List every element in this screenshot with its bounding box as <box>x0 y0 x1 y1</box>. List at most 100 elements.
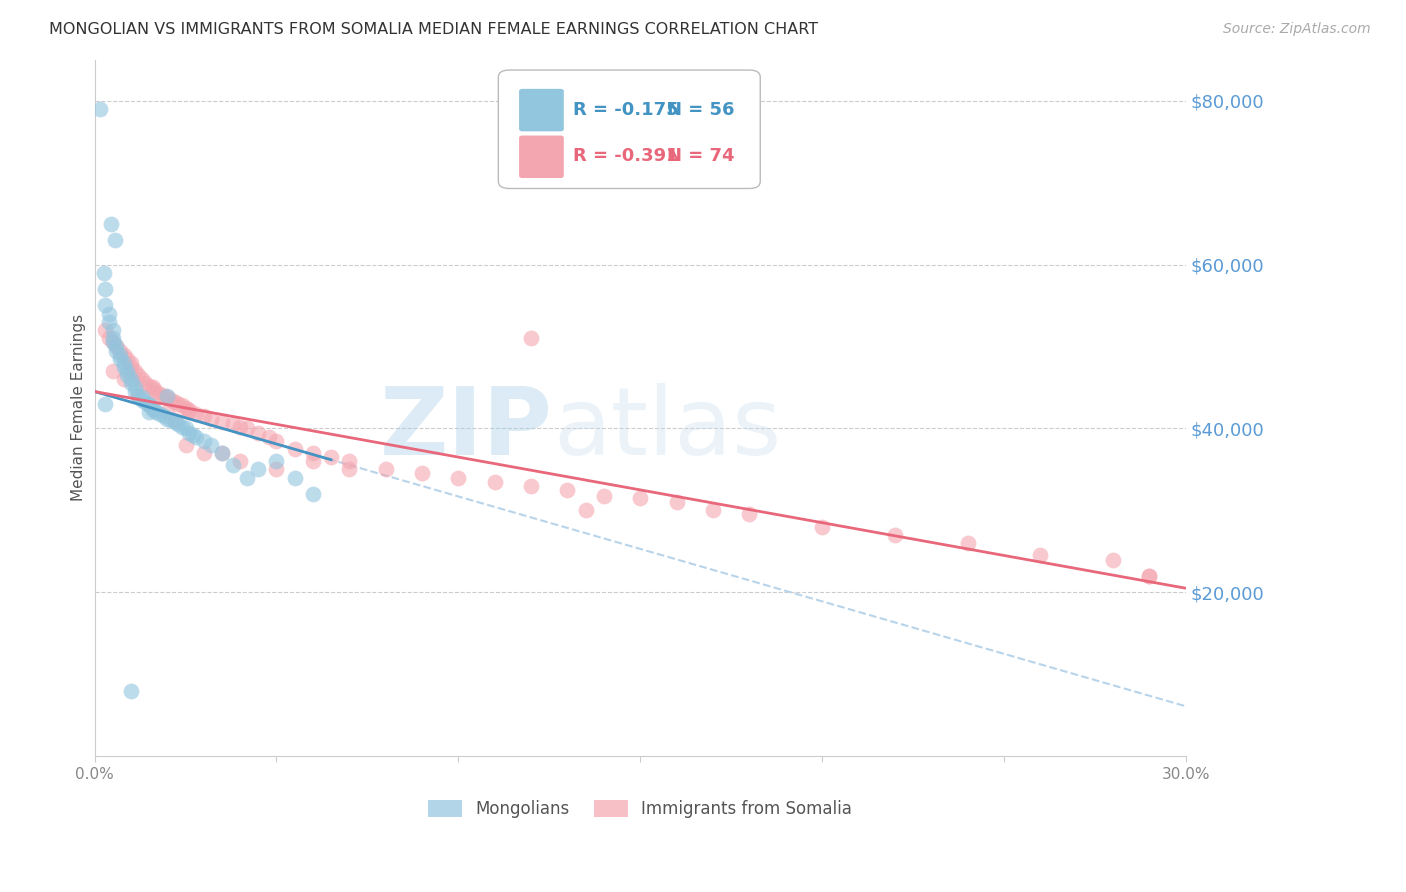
Text: N = 74: N = 74 <box>668 147 735 165</box>
Point <box>484 475 506 489</box>
Point <box>127 389 149 403</box>
Point <box>103 233 125 247</box>
Point <box>98 315 121 329</box>
Point <box>211 446 233 460</box>
Point <box>200 438 222 452</box>
FancyBboxPatch shape <box>498 70 761 188</box>
Point <box>94 282 117 296</box>
Point <box>131 392 153 407</box>
Point <box>145 405 167 419</box>
Point <box>131 372 153 386</box>
Point <box>174 438 197 452</box>
Point <box>120 372 142 386</box>
Point <box>98 307 121 321</box>
Point <box>160 392 183 407</box>
Point <box>94 397 117 411</box>
Point <box>167 417 190 432</box>
Point <box>149 407 172 421</box>
Point <box>100 217 122 231</box>
Legend: Mongolians, Immigrants from Somalia: Mongolians, Immigrants from Somalia <box>422 793 859 824</box>
Point <box>222 458 245 473</box>
FancyBboxPatch shape <box>519 89 564 131</box>
Point <box>94 298 117 312</box>
Point <box>142 382 165 396</box>
Point <box>112 348 135 362</box>
Point <box>108 348 131 362</box>
Point <box>337 462 360 476</box>
Point <box>134 376 156 391</box>
Point <box>101 335 124 350</box>
Point <box>186 407 208 421</box>
Point <box>181 428 204 442</box>
Point <box>266 454 288 468</box>
Point <box>186 429 208 443</box>
Point <box>142 380 165 394</box>
Point <box>117 351 139 366</box>
Text: R = -0.391: R = -0.391 <box>572 147 678 165</box>
Point <box>1139 569 1161 583</box>
Point <box>156 405 179 419</box>
Point <box>211 446 233 460</box>
Point <box>174 421 197 435</box>
Point <box>236 421 259 435</box>
Point <box>138 399 160 413</box>
Point <box>170 399 193 413</box>
Point <box>1029 549 1052 563</box>
Point <box>89 102 111 116</box>
Point <box>374 462 396 476</box>
Point <box>883 528 905 542</box>
Point <box>152 389 174 403</box>
Point <box>163 415 186 429</box>
Point <box>117 368 139 383</box>
Text: atlas: atlas <box>553 383 782 475</box>
Point <box>247 462 270 476</box>
Point <box>956 536 979 550</box>
Point <box>811 520 834 534</box>
Point <box>120 683 142 698</box>
Point <box>1102 552 1125 566</box>
Point <box>112 372 135 386</box>
Point <box>301 487 323 501</box>
Point <box>142 401 165 415</box>
Point <box>193 409 215 424</box>
Point <box>105 343 128 358</box>
Text: Source: ZipAtlas.com: Source: ZipAtlas.com <box>1223 22 1371 37</box>
Point <box>156 411 179 425</box>
Point <box>247 425 270 440</box>
Point <box>738 508 761 522</box>
Point <box>138 379 160 393</box>
Point <box>120 359 142 374</box>
Point <box>101 323 124 337</box>
Point <box>411 467 433 481</box>
Point <box>163 395 186 409</box>
Point <box>138 405 160 419</box>
Point <box>134 395 156 409</box>
Point <box>138 397 160 411</box>
Point <box>163 413 186 427</box>
Point <box>105 339 128 353</box>
Point <box>138 397 160 411</box>
Point <box>108 343 131 358</box>
Point <box>152 409 174 424</box>
Point <box>447 470 470 484</box>
Point <box>112 356 135 370</box>
Point <box>284 470 307 484</box>
Point <box>702 503 724 517</box>
Point <box>179 405 201 419</box>
Point <box>120 376 142 391</box>
Text: R = -0.175: R = -0.175 <box>572 101 678 119</box>
Point <box>124 380 146 394</box>
Point <box>301 446 323 460</box>
Point <box>236 470 259 484</box>
Point <box>93 266 115 280</box>
Y-axis label: Median Female Earnings: Median Female Earnings <box>72 314 86 501</box>
Point <box>101 331 124 345</box>
Text: N = 56: N = 56 <box>668 101 735 119</box>
Point <box>127 368 149 383</box>
Point <box>145 384 167 399</box>
Point <box>284 442 307 456</box>
Point <box>124 364 146 378</box>
Point <box>105 339 128 353</box>
Point <box>337 454 360 468</box>
FancyBboxPatch shape <box>519 136 564 178</box>
